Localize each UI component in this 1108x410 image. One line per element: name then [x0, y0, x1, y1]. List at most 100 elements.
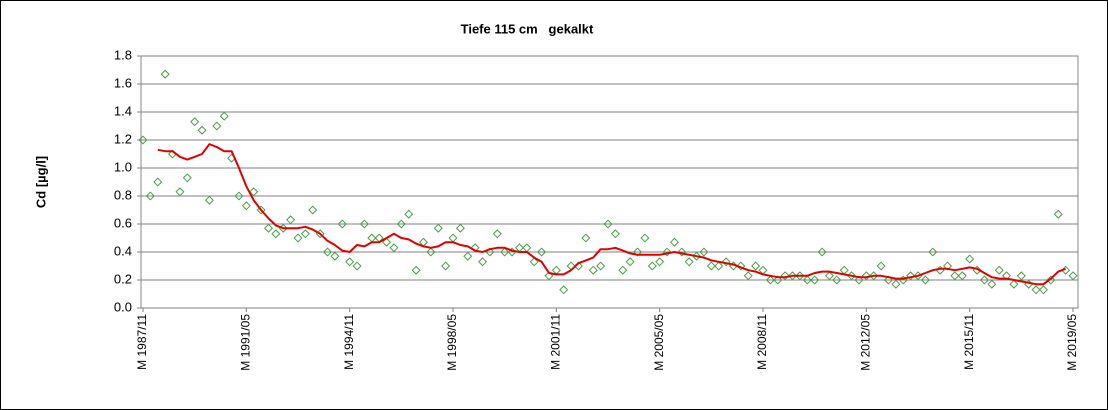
- data-point: [212, 121, 222, 131]
- data-point: [603, 219, 613, 229]
- x-tick-label: M 2015/11: [962, 314, 976, 370]
- data-point: [529, 257, 539, 267]
- y-tick-label: 1.8: [114, 47, 132, 62]
- data-point: [1068, 271, 1078, 281]
- data-point: [271, 229, 281, 239]
- data-point: [537, 247, 547, 257]
- data-point: [330, 251, 340, 261]
- data-point: [736, 261, 746, 271]
- data-point: [817, 247, 827, 257]
- data-point: [861, 271, 871, 281]
- data-point: [175, 187, 185, 197]
- y-tick-label: 0.6: [114, 215, 132, 230]
- data-point: [677, 247, 687, 257]
- data-point: [263, 223, 273, 233]
- data-point: [300, 229, 310, 239]
- data-point: [1009, 279, 1019, 289]
- data-point: [684, 257, 694, 267]
- data-point: [1031, 285, 1041, 295]
- data-point: [610, 229, 620, 239]
- data-point: [883, 275, 893, 285]
- x-tick-label: M 2008/11: [755, 314, 769, 370]
- data-point: [182, 173, 192, 183]
- data-point: [647, 261, 657, 271]
- data-point: [160, 69, 170, 79]
- y-tick-label: 1.6: [114, 75, 132, 90]
- data-point: [559, 285, 569, 295]
- data-point: [773, 275, 783, 285]
- data-point: [765, 275, 775, 285]
- data-point: [234, 191, 244, 201]
- data-point: [869, 271, 879, 281]
- data-point: [308, 205, 318, 215]
- data-point: [544, 271, 554, 281]
- chart-title: Tiefe 115 cm gekalkt: [461, 21, 594, 36]
- data-point: [965, 254, 975, 264]
- data-point: [706, 261, 716, 271]
- data-point: [219, 111, 229, 121]
- data-point: [581, 233, 591, 243]
- data-point: [382, 237, 392, 247]
- data-point: [293, 233, 303, 243]
- data-point: [957, 271, 967, 281]
- data-point: [928, 247, 938, 257]
- y-tick-label: 1.2: [114, 131, 132, 146]
- data-point: [359, 219, 369, 229]
- data-point: [500, 247, 510, 257]
- data-point: [891, 279, 901, 289]
- data-point: [455, 223, 465, 233]
- data-point: [145, 191, 155, 201]
- data-point: [618, 265, 628, 275]
- data-point: [721, 257, 731, 267]
- data-point: [249, 187, 259, 197]
- data-point: [411, 265, 421, 275]
- data-point: [743, 271, 753, 281]
- data-point: [478, 257, 488, 267]
- data-point: [492, 229, 502, 239]
- data-point: [625, 257, 635, 267]
- data-point: [751, 261, 761, 271]
- data-point: [404, 209, 414, 219]
- data-point: [854, 275, 864, 285]
- data-point: [950, 271, 960, 281]
- data-point: [197, 125, 207, 135]
- data-point: [337, 219, 347, 229]
- x-tick-label: M 2001/11: [549, 314, 563, 370]
- moving-average-line: [157, 143, 1066, 286]
- x-tick-label: M 2012/05: [859, 314, 873, 371]
- data-point: [433, 223, 443, 233]
- x-tick-label: M 1987/11: [135, 314, 149, 370]
- data-point: [994, 265, 1004, 275]
- data-point: [906, 271, 916, 281]
- data-point: [640, 233, 650, 243]
- x-tick-label: M 2019/05: [1065, 314, 1079, 371]
- data-point: [810, 275, 820, 285]
- data-point: [987, 279, 997, 289]
- y-tick-label: 0.0: [114, 299, 132, 314]
- data-point: [323, 247, 333, 257]
- x-tick-label: M 2005/05: [652, 314, 666, 371]
- data-point: [669, 237, 679, 247]
- data-point: [979, 275, 989, 285]
- data-point: [286, 215, 296, 225]
- data-point: [780, 271, 790, 281]
- data-point: [190, 117, 200, 127]
- data-point: [241, 201, 251, 211]
- x-tick-label: M 1994/11: [342, 314, 356, 370]
- y-axis-label: Cd [µg/l]: [33, 156, 48, 208]
- y-tick-label: 1.4: [114, 103, 132, 118]
- data-point: [426, 247, 436, 257]
- data-point: [824, 271, 834, 281]
- data-point: [596, 261, 606, 271]
- x-tick-label: M 1991/05: [239, 314, 253, 371]
- data-point: [788, 271, 798, 281]
- y-tick-label: 1.0: [114, 159, 132, 174]
- data-point: [802, 275, 812, 285]
- data-point: [204, 195, 214, 205]
- data-point: [832, 275, 842, 285]
- data-point: [1016, 271, 1026, 281]
- data-point: [699, 247, 709, 257]
